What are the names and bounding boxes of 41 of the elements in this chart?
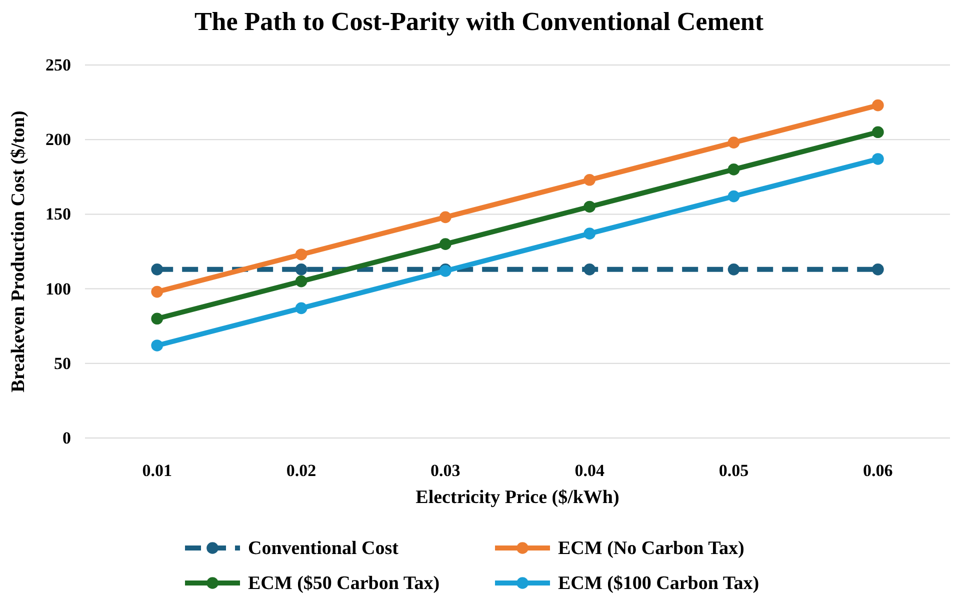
- y-tick-label: 0: [62, 428, 71, 448]
- point: [872, 153, 884, 165]
- x-axis-title: Electricity Price ($/kWh): [416, 487, 620, 508]
- y-tick-label: 250: [46, 55, 71, 74]
- point: [872, 126, 884, 138]
- y-tick-label: 100: [46, 279, 71, 298]
- y-tick-label: 50: [54, 354, 71, 373]
- y-axis-title: Breakeven Production Cost ($/ton): [8, 110, 29, 392]
- point: [440, 238, 452, 250]
- point: [728, 136, 740, 148]
- point: [440, 211, 452, 224]
- chart-title: The Path to Cost-Parity with Conventional Cement: [194, 7, 764, 36]
- point: [295, 275, 308, 288]
- x-tick-label: 0.06: [863, 461, 893, 480]
- point: [584, 228, 596, 240]
- x-tick-label: 0.05: [718, 461, 749, 480]
- y-tick-label: 150: [46, 204, 71, 224]
- x-tick-label: 0.01: [142, 461, 172, 480]
- point: [584, 200, 596, 213]
- point: [151, 312, 163, 325]
- point: [728, 190, 740, 202]
- point: [872, 264, 884, 276]
- point: [151, 340, 163, 352]
- legend-label: ECM (No Carbon Tax): [558, 538, 744, 559]
- x-tick-label: 0.03: [430, 461, 460, 480]
- legend-label: Conventional Cost: [248, 538, 400, 559]
- point: [295, 302, 308, 314]
- point: [295, 264, 308, 276]
- x-tick-label: 0.02: [286, 461, 316, 480]
- legend-label: ECM ($50 Carbon Tax): [248, 573, 440, 594]
- point: [872, 99, 884, 112]
- y-tick-label: 200: [46, 130, 71, 150]
- point: [295, 248, 308, 260]
- point: [584, 264, 596, 276]
- point: [728, 264, 740, 276]
- x-tick-label: 0.04: [574, 461, 605, 480]
- point: [728, 164, 740, 176]
- point: [151, 264, 163, 276]
- legend-label: ECM ($100 Carbon Tax): [558, 573, 760, 594]
- point: [584, 174, 596, 186]
- point: [151, 286, 163, 298]
